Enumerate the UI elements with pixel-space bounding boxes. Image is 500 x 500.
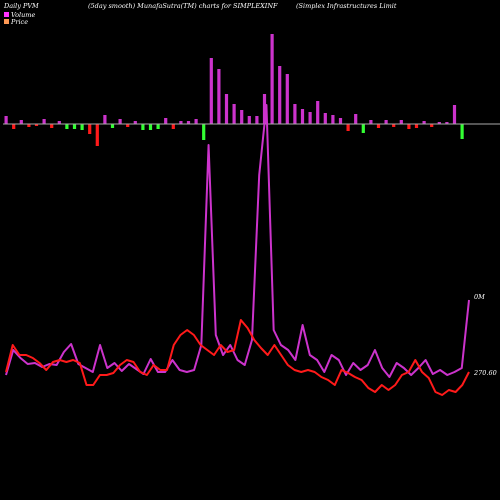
price-line (5, 319, 470, 396)
volume-bar (430, 124, 434, 127)
volume-bar (126, 124, 130, 127)
volume-bar (445, 122, 449, 124)
volume-bar (407, 124, 411, 129)
volume-bar (141, 124, 145, 130)
volume-bar (376, 124, 381, 128)
volume-bar (354, 114, 358, 124)
volume-bar (316, 101, 320, 124)
legend: Volume Price (4, 11, 35, 26)
volume-bar (437, 122, 441, 124)
volume-bar (42, 119, 46, 124)
volume-bar (194, 119, 198, 124)
volume-bar (293, 104, 297, 124)
volume-bar (255, 116, 259, 124)
volume-bar (4, 116, 8, 124)
volume-bar (399, 120, 403, 124)
volume-bar (164, 118, 168, 124)
volume-bar (323, 113, 327, 124)
volume-bar (34, 124, 39, 126)
volume-bar (27, 124, 31, 127)
volume-bar (392, 124, 396, 127)
volume-bar (240, 110, 244, 124)
volume-bar (460, 124, 464, 139)
volume-bar (285, 74, 289, 124)
volume-line (5, 104, 470, 378)
legend-label-price: Price (10, 18, 28, 26)
volume-bar (19, 120, 23, 124)
price-value-label: 270.60 (473, 369, 497, 377)
volume-bar (72, 124, 77, 129)
volume-bar (202, 124, 206, 140)
volume-bar (384, 120, 388, 124)
volume-bar (422, 121, 426, 124)
volume-bar (414, 124, 419, 128)
volume-bar (338, 118, 343, 124)
volume-bars (4, 34, 464, 146)
volume-value-label: 0M (474, 293, 485, 301)
volume-bar (156, 124, 160, 129)
volume-bar (262, 94, 267, 124)
volume-bar (57, 121, 61, 124)
volume-bar (148, 124, 153, 130)
volume-bar (300, 109, 305, 124)
volume-bar (118, 119, 122, 124)
volume-bar (224, 94, 229, 124)
legend-swatch-volume (4, 12, 9, 17)
volume-bar (452, 105, 457, 124)
volume-bar (133, 121, 137, 124)
volume-bar (110, 124, 115, 128)
volume-bar (12, 124, 16, 129)
legend-swatch-price (4, 19, 9, 24)
volume-bar (369, 120, 373, 124)
legend-label-volume: Volume (11, 11, 35, 19)
volume-bar (103, 115, 107, 124)
volume-bar (247, 116, 251, 124)
volume-bar (65, 124, 69, 129)
volume-bar (95, 124, 99, 146)
volume-bar (179, 121, 183, 124)
volume-bar (331, 115, 335, 124)
volume-bar (80, 124, 84, 130)
volume-bar (186, 121, 191, 124)
volume-bar (361, 124, 365, 133)
chart-title-mid: (5day smooth) MunafaSutra(TM) charts for… (88, 2, 278, 10)
volume-bar (232, 104, 236, 124)
volume-bar (217, 69, 221, 124)
volume-bar (270, 34, 274, 124)
volume-bar (346, 124, 350, 131)
chart-title-left: Daily PVM (3, 2, 39, 10)
volume-bar (88, 124, 92, 134)
chart-title-right: (Simplex Infrastructures Limit (296, 2, 397, 10)
volume-bar (50, 124, 54, 128)
volume-bar (171, 124, 175, 129)
volume-bar (308, 112, 312, 124)
volume-bar (278, 66, 282, 124)
volume-bar (209, 58, 213, 124)
